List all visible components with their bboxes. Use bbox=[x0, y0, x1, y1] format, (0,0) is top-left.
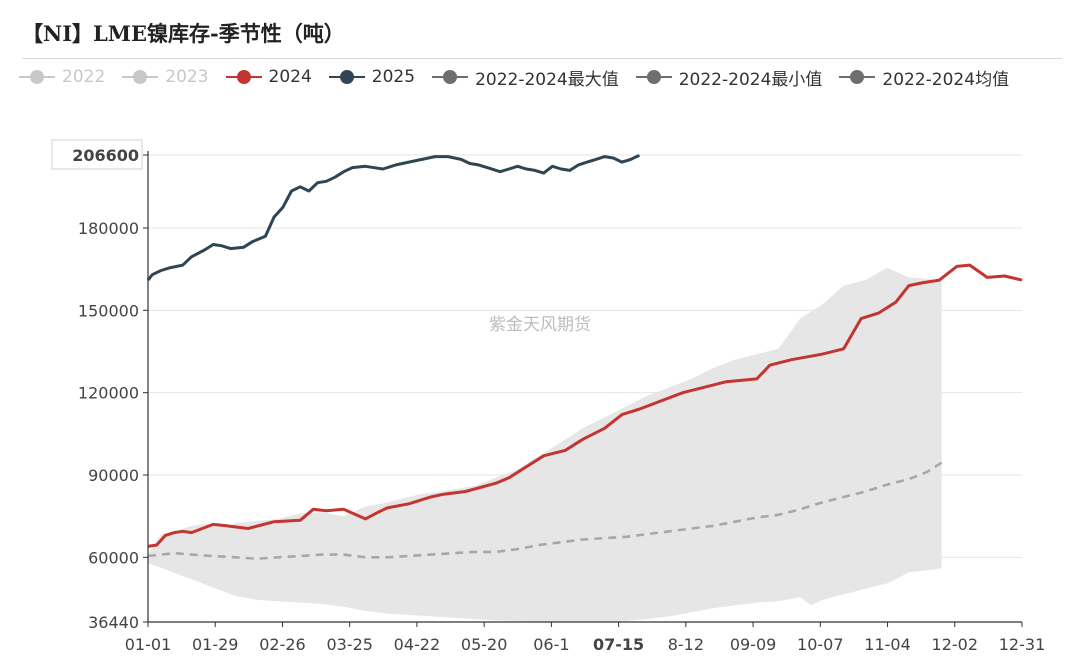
legend-marker-icon bbox=[225, 70, 262, 84]
axes: 36440 60000 90000 120000 150000 180000 206600 0… bbox=[51, 139, 1046, 654]
legend-marker-icon bbox=[839, 70, 876, 84]
y-highlight-box bbox=[51, 139, 143, 170]
legend-label: 2022-2024均值 bbox=[882, 69, 1010, 90]
chart-title: 【NI】LME镍库存-季节性（吨） bbox=[22, 21, 345, 46]
x-tick-label: 02-26 bbox=[259, 635, 306, 654]
y-tick-label: 180000 bbox=[78, 219, 139, 238]
x-tick-label: 8-12 bbox=[668, 635, 704, 654]
chart-legend: 2022 2023 2024 2025 2022-2024最大值 2022-2024最小值… bbox=[18, 64, 1009, 90]
legend-marker-icon bbox=[19, 70, 55, 84]
x-tick-label: 01-29 bbox=[192, 635, 239, 654]
y-tick-label: 36440 bbox=[88, 613, 139, 632]
legend-marker-icon bbox=[432, 70, 469, 84]
y-tick-label: 90000 bbox=[88, 466, 139, 485]
legend-item-5[interactable]: 2022-2024最小值 bbox=[635, 65, 823, 90]
y-tick-label: 60000 bbox=[88, 548, 139, 567]
legend-label: 2025 bbox=[371, 67, 416, 87]
legend-item-3[interactable]: 2025 bbox=[328, 67, 415, 87]
legend-item-4[interactable]: 2022-2024最大值 bbox=[431, 65, 619, 90]
y-tick-label: 120000 bbox=[78, 384, 139, 403]
x-tick-label: 01-01 bbox=[125, 635, 172, 654]
series-line-2024 bbox=[147, 263, 1023, 548]
legend-label: 2022 bbox=[62, 67, 106, 87]
x-tick-label: 05-20 bbox=[461, 635, 508, 654]
series-lines bbox=[146, 153, 1023, 561]
x-tick-label: 04-22 bbox=[394, 635, 441, 654]
legend-item-2[interactable]: 2024 bbox=[225, 67, 312, 87]
title-divider bbox=[22, 58, 1062, 59]
y-tick-label: 150000 bbox=[78, 301, 139, 320]
series-line-2022-2024均值 bbox=[147, 461, 943, 561]
min-max-band bbox=[148, 267, 942, 622]
legend-marker-icon bbox=[328, 70, 365, 84]
legend-label: 2023 bbox=[165, 67, 209, 87]
legend-item-1[interactable]: 2023 bbox=[121, 67, 209, 87]
legend-label: 2022-2024最大值 bbox=[475, 69, 619, 90]
x-tick-label: 11-04 bbox=[864, 635, 911, 654]
x-tick-label: 10-07 bbox=[797, 635, 844, 654]
series-line-2025 bbox=[146, 153, 641, 282]
y-tick-label: 206600 bbox=[72, 146, 139, 165]
legend-label: 2022-2024最小值 bbox=[678, 69, 823, 90]
x-tick-label: 12-31 bbox=[999, 635, 1046, 654]
x-tick-label: 03-25 bbox=[326, 635, 373, 654]
legend-item-6[interactable]: 2022-2024均值 bbox=[838, 65, 1009, 90]
legend-marker-icon bbox=[122, 70, 159, 84]
x-tick-label: 07-15 bbox=[593, 635, 644, 654]
legend-marker-icon bbox=[635, 70, 672, 84]
legend-item-0[interactable]: 2022 bbox=[18, 67, 105, 87]
x-tick-label: 06-1 bbox=[533, 635, 569, 654]
legend-label: 2024 bbox=[268, 67, 312, 87]
x-tick-label: 09-09 bbox=[730, 635, 777, 654]
x-tick-label: 12-02 bbox=[932, 635, 979, 654]
watermark: 紫金天风期货 bbox=[489, 315, 591, 335]
